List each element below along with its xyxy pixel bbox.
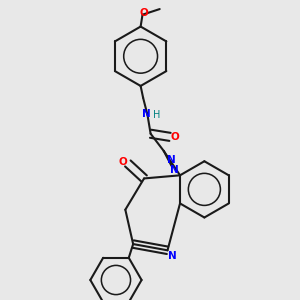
Text: O: O [171,132,179,142]
Text: N: N [170,165,179,175]
Text: H: H [153,110,161,120]
Text: N: N [142,109,151,119]
Text: O: O [140,8,148,18]
Text: N: N [167,155,176,165]
Text: N: N [168,251,177,261]
Text: O: O [118,157,127,167]
